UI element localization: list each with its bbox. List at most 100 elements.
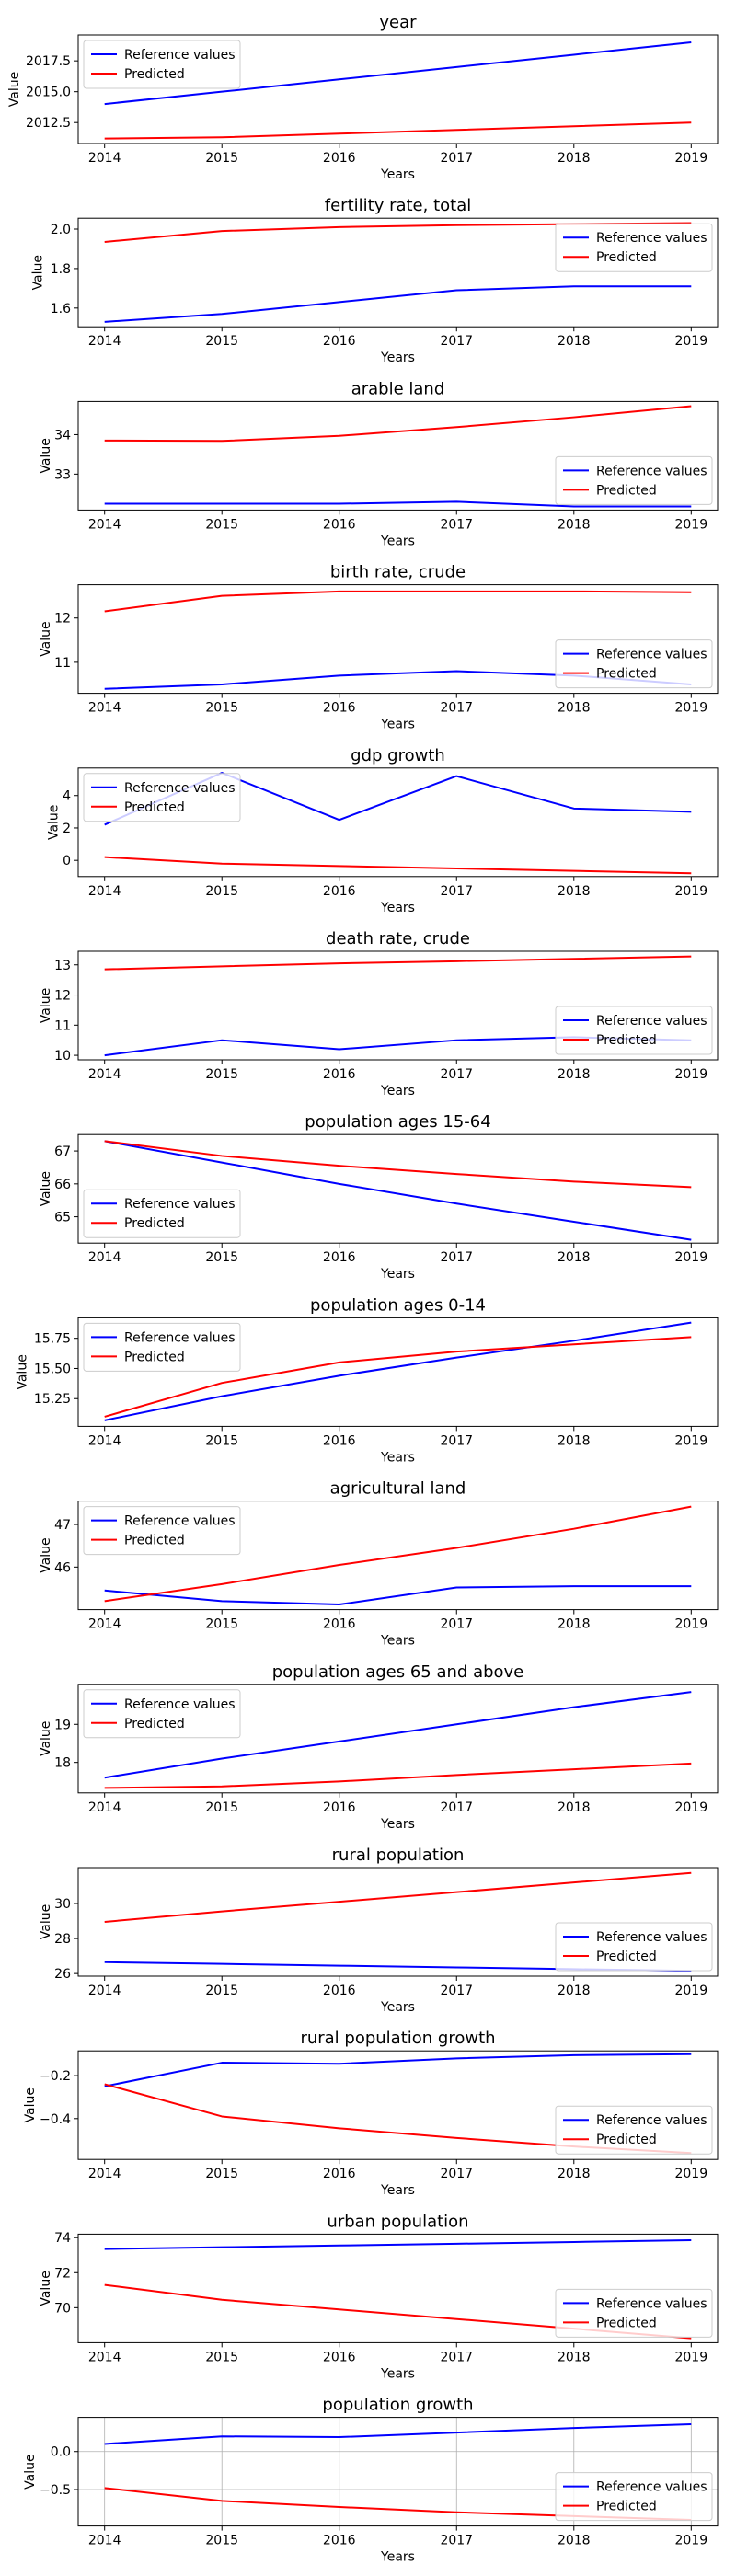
x-tick-label: 2019 [674, 2350, 707, 2364]
y-tick-label: 65 [54, 1211, 71, 1225]
x-tick-label: 2018 [558, 1800, 591, 1815]
y-tick-label: 2 [63, 822, 71, 836]
legend-label-0: Reference values [596, 2296, 707, 2311]
legend-label-0: Reference values [124, 781, 235, 796]
chart-title: death rate, crude [326, 929, 470, 949]
x-axis-label: Years [380, 167, 415, 182]
x-tick-label: 2019 [674, 151, 707, 166]
x-tick-label: 2014 [88, 1984, 121, 1998]
legend-label-1: Predicted [124, 1717, 185, 1731]
x-tick-label: 2016 [323, 517, 356, 532]
x-tick-label: 2014 [88, 1617, 121, 1632]
y-axis-label: Value [39, 1904, 53, 1939]
x-tick-label: 2018 [558, 1067, 591, 1082]
x-tick-label: 2015 [205, 2350, 238, 2364]
x-tick-label: 2015 [205, 2534, 238, 2548]
legend: Reference values Predicted [555, 2105, 713, 2155]
series-line-1 [104, 1140, 692, 1189]
x-axis-label: Years [380, 351, 415, 365]
y-tick-label: 72 [54, 2266, 71, 2281]
x-axis-label: Years [380, 1450, 415, 1465]
legend-label-0: Reference values [596, 2113, 707, 2128]
legend-label-0: Reference values [596, 464, 707, 478]
legend-box [83, 40, 241, 89]
x-tick-label: 2015 [205, 151, 238, 166]
x-tick-label: 2016 [323, 1617, 356, 1632]
legend-label-1: Predicted [596, 1949, 657, 1964]
legend-label-1: Predicted [596, 250, 657, 265]
x-tick-label: 2016 [323, 2350, 356, 2364]
x-tick-label: 2015 [205, 2167, 238, 2181]
series-line-0 [104, 2423, 692, 2445]
legend-box [555, 2288, 713, 2338]
x-tick-label: 2018 [558, 1250, 591, 1265]
series-line-1 [104, 1871, 692, 1923]
axes-frame [77, 767, 719, 878]
axes-frame [77, 1317, 719, 1427]
x-tick-label: 2016 [323, 701, 356, 716]
legend-box [555, 2472, 713, 2522]
legend-label-1: Predicted [124, 1534, 185, 1548]
y-axis-label: Value [39, 1537, 53, 1572]
legend-box [555, 639, 713, 689]
series-line-1 [104, 1505, 692, 1603]
series-line-0 [104, 1691, 692, 1779]
legend-box [83, 773, 241, 822]
y-tick-label: 15.75 [34, 1332, 71, 1347]
axes-frame [77, 400, 719, 511]
x-axis-label: Years [380, 718, 415, 732]
y-axis-label: Value [39, 1171, 53, 1206]
x-tick-label: 2018 [558, 1433, 591, 1448]
x-axis-label: Years [380, 1634, 415, 1649]
x-tick-label: 2019 [674, 334, 707, 349]
chart-panel-9: 2014 2015 2016 2017 2018 2019 18 19 population a… [39, 1662, 719, 1832]
x-tick-label: 2014 [88, 1067, 121, 1082]
legend-box [555, 223, 713, 272]
y-tick-label: 4 [63, 789, 71, 804]
y-tick-label: 11 [54, 656, 71, 671]
x-tick-label: 2017 [440, 517, 473, 532]
x-tick-label: 2018 [558, 517, 591, 532]
chart-panel-10: 2014 2015 2016 2017 2018 2019 26 28 30 rural popu… [39, 1846, 719, 2015]
legend-label-1: Predicted [596, 2500, 657, 2514]
x-tick-label: 2014 [88, 2350, 121, 2364]
legend-label-1: Predicted [596, 483, 657, 498]
series-line-0 [104, 41, 692, 106]
legend-label-0: Reference values [124, 1197, 235, 1212]
x-tick-label: 2017 [440, 701, 473, 716]
x-tick-label: 2016 [323, 1250, 356, 1265]
legend-label-1: Predicted [124, 800, 185, 815]
legend: Reference values Predicted [555, 1006, 713, 1055]
x-tick-label: 2015 [205, 334, 238, 349]
x-tick-label: 2015 [205, 701, 238, 716]
series-line-1 [104, 955, 692, 971]
chart-title: gdp growth [351, 746, 445, 765]
x-tick-label: 2015 [205, 1617, 238, 1632]
x-tick-label: 2018 [558, 701, 591, 716]
legend-box [555, 2105, 713, 2155]
x-tick-label: 2018 [558, 2350, 591, 2364]
legend-label-1: Predicted [596, 667, 657, 682]
chart-panel-13: 2014 2015 2016 2017 2018 2019 −0.5 0.0 populatio… [23, 2396, 719, 2565]
y-tick-label: 15.50 [34, 1362, 71, 1376]
y-tick-label: 2.0 [51, 223, 71, 237]
x-tick-label: 2016 [323, 151, 356, 166]
x-tick-label: 2015 [205, 1984, 238, 1998]
axes-frame [77, 1133, 719, 1244]
chart-title: arable land [351, 379, 445, 398]
chart-title: population ages 65 and above [272, 1662, 524, 1682]
legend-label-0: Reference values [124, 1514, 235, 1529]
y-axis-label: Value [23, 2454, 38, 2489]
x-tick-label: 2017 [440, 1433, 473, 1448]
legend: Reference values Predicted [83, 773, 241, 822]
x-tick-label: 2019 [674, 1984, 707, 1998]
axes-frame [77, 217, 719, 328]
legend: Reference values Predicted [555, 1922, 713, 1972]
legend-label-0: Reference values [596, 2480, 707, 2495]
x-tick-label: 2018 [558, 2534, 591, 2548]
chart-title: agricultural land [330, 1479, 466, 1499]
axes-frame [77, 950, 719, 1061]
legend: Reference values Predicted [83, 1322, 241, 1372]
y-tick-label: −0.4 [40, 2112, 71, 2127]
